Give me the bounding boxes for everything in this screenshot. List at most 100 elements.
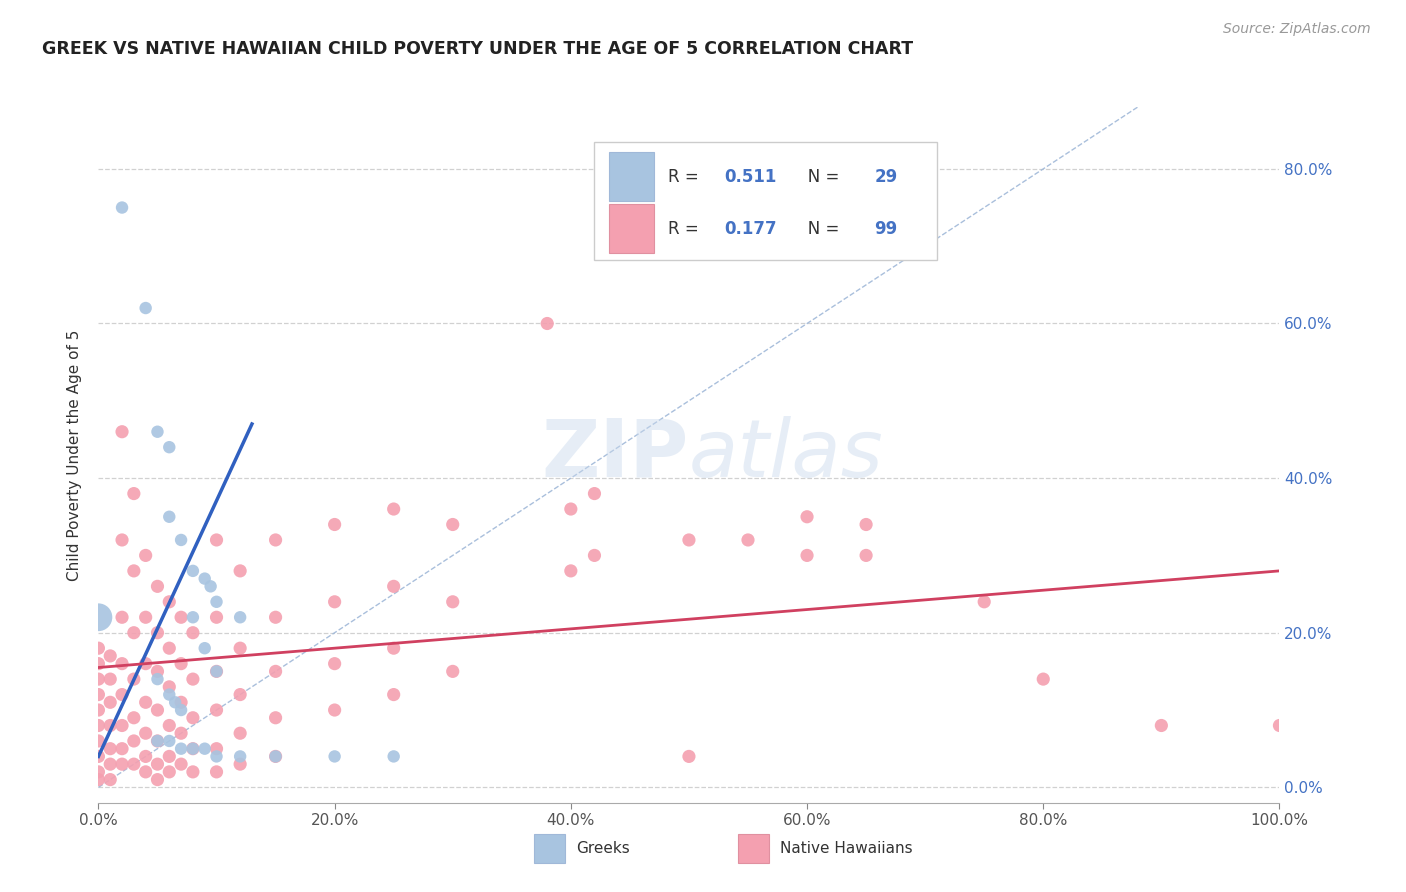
Text: Greeks: Greeks <box>576 841 630 855</box>
Text: Native Hawaiians: Native Hawaiians <box>780 841 912 855</box>
Point <box>323 749 346 764</box>
Point <box>170 695 193 709</box>
Point <box>441 665 464 679</box>
Point <box>181 764 204 779</box>
Point <box>122 711 145 725</box>
Point <box>229 641 252 656</box>
Point <box>98 672 121 686</box>
Point <box>229 564 252 578</box>
Text: N =: N = <box>792 219 845 238</box>
FancyBboxPatch shape <box>609 153 654 201</box>
Point <box>111 688 134 702</box>
Point <box>122 564 145 578</box>
Point <box>87 718 110 732</box>
Point <box>135 549 157 563</box>
Point <box>382 688 405 702</box>
Point <box>382 579 405 593</box>
Point <box>205 741 228 756</box>
Point <box>200 579 222 593</box>
Point <box>146 772 169 787</box>
Point <box>146 665 169 679</box>
Point <box>205 749 228 764</box>
Point <box>87 703 110 717</box>
Point <box>111 718 134 732</box>
Point <box>181 564 204 578</box>
Point <box>560 564 582 578</box>
Text: 29: 29 <box>875 168 897 186</box>
Point <box>135 749 157 764</box>
Point <box>146 425 169 439</box>
Point <box>87 749 110 764</box>
Text: ZIP: ZIP <box>541 416 689 494</box>
Point <box>146 625 169 640</box>
Point <box>737 533 759 547</box>
Point <box>205 610 228 624</box>
Point <box>205 533 228 547</box>
Point <box>157 718 180 732</box>
Point <box>170 610 193 624</box>
Point <box>98 718 121 732</box>
Point <box>157 509 180 524</box>
Point <box>229 749 252 764</box>
Point <box>146 757 169 772</box>
Point <box>157 641 180 656</box>
Point <box>87 734 110 748</box>
Point <box>122 625 145 640</box>
Point <box>122 757 145 772</box>
Point <box>170 726 193 740</box>
Point <box>181 610 204 624</box>
Point <box>135 726 157 740</box>
Point <box>264 610 287 624</box>
Point <box>122 734 145 748</box>
Point <box>205 665 228 679</box>
Point <box>111 425 134 439</box>
Point <box>205 764 228 779</box>
Point <box>194 572 217 586</box>
Point <box>111 657 134 671</box>
Point <box>973 595 995 609</box>
Point <box>181 711 204 725</box>
Point <box>111 201 134 215</box>
Text: 0.511: 0.511 <box>724 168 776 186</box>
Point <box>87 641 110 656</box>
Point <box>796 509 818 524</box>
Point <box>111 610 134 624</box>
Point <box>264 665 287 679</box>
Point <box>157 440 180 454</box>
Point <box>205 703 228 717</box>
Point <box>323 657 346 671</box>
Point <box>87 672 110 686</box>
Point <box>157 680 180 694</box>
Point <box>87 688 110 702</box>
Point <box>170 703 193 717</box>
Point <box>111 757 134 772</box>
Text: GREEK VS NATIVE HAWAIIAN CHILD POVERTY UNDER THE AGE OF 5 CORRELATION CHART: GREEK VS NATIVE HAWAIIAN CHILD POVERTY U… <box>42 40 914 58</box>
Point <box>194 741 217 756</box>
Point <box>122 486 145 500</box>
Point <box>583 549 606 563</box>
Point <box>146 734 169 748</box>
Point <box>382 749 405 764</box>
Point <box>205 595 228 609</box>
Point <box>146 703 169 717</box>
Point <box>205 665 228 679</box>
Point <box>678 533 700 547</box>
Point <box>111 533 134 547</box>
Point <box>264 533 287 547</box>
Point <box>157 749 180 764</box>
Point <box>1268 718 1291 732</box>
Point <box>122 672 145 686</box>
Y-axis label: Child Poverty Under the Age of 5: Child Poverty Under the Age of 5 <box>67 329 83 581</box>
Point <box>170 657 193 671</box>
Text: atlas: atlas <box>689 416 884 494</box>
Point <box>264 711 287 725</box>
Point <box>1032 672 1054 686</box>
Point <box>323 595 346 609</box>
Point <box>170 741 193 756</box>
Point <box>87 657 110 671</box>
Point <box>157 734 180 748</box>
Text: 0.177: 0.177 <box>724 219 778 238</box>
Point <box>323 517 346 532</box>
Point <box>87 610 110 624</box>
Point <box>135 301 157 315</box>
